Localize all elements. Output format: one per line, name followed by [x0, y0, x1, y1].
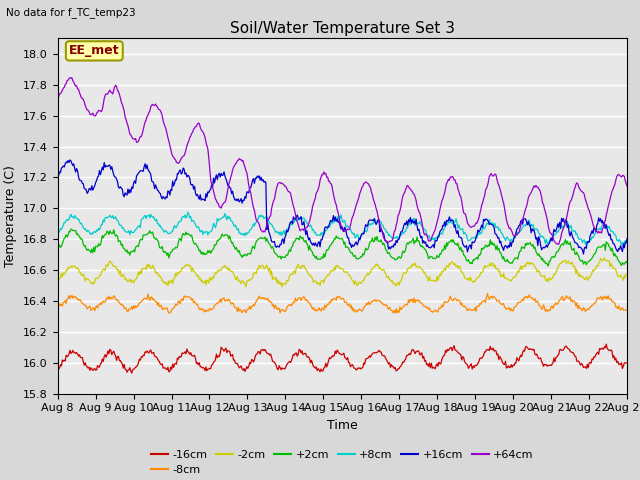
-16cm — [602, 341, 610, 347]
+2cm — [623, 260, 631, 266]
-8cm — [484, 294, 492, 300]
-2cm — [154, 273, 162, 278]
+2cm — [390, 255, 398, 261]
+16cm — [312, 242, 320, 248]
+8cm — [618, 242, 625, 248]
Y-axis label: Temperature (C): Temperature (C) — [4, 165, 17, 267]
+64cm — [156, 107, 163, 112]
+64cm — [54, 97, 61, 103]
+16cm — [54, 179, 61, 185]
-16cm — [201, 368, 209, 373]
-2cm — [484, 263, 492, 269]
-2cm — [200, 280, 208, 286]
-8cm — [389, 310, 397, 316]
+64cm — [435, 212, 443, 217]
-2cm — [312, 279, 320, 285]
X-axis label: Time: Time — [327, 419, 358, 432]
Legend: -16cm, -8cm, -2cm, +2cm, +8cm, +16cm, +64cm: -16cm, -8cm, -2cm, +2cm, +8cm, +16cm, +6… — [147, 445, 538, 480]
Line: -2cm: -2cm — [58, 258, 627, 287]
+8cm — [435, 234, 443, 240]
-2cm — [390, 280, 398, 286]
-16cm — [390, 366, 398, 372]
+8cm — [201, 229, 209, 235]
+2cm — [435, 254, 443, 260]
Line: +2cm: +2cm — [58, 229, 627, 266]
+8cm — [484, 220, 492, 226]
+8cm — [312, 232, 320, 238]
-8cm — [200, 309, 208, 314]
+16cm — [390, 241, 398, 247]
-2cm — [435, 275, 443, 280]
+64cm — [555, 241, 563, 247]
-8cm — [312, 306, 319, 312]
+64cm — [390, 229, 398, 235]
Line: +16cm: +16cm — [58, 160, 627, 254]
+64cm — [623, 184, 631, 190]
+2cm — [156, 244, 163, 250]
-16cm — [312, 364, 320, 370]
Title: Soil/Water Temperature Set 3: Soil/Water Temperature Set 3 — [230, 21, 455, 36]
-16cm — [435, 360, 443, 365]
Line: -16cm: -16cm — [58, 344, 627, 373]
+16cm — [484, 217, 492, 223]
-16cm — [156, 359, 163, 364]
+64cm — [484, 183, 492, 189]
-16cm — [54, 365, 61, 371]
Text: No data for f_TC_temp23: No data for f_TC_temp23 — [6, 7, 136, 18]
+64cm — [66, 75, 74, 81]
+8cm — [390, 235, 398, 241]
-8cm — [623, 308, 631, 313]
+8cm — [54, 228, 61, 234]
-16cm — [623, 360, 631, 366]
-2cm — [600, 255, 608, 261]
+2cm — [312, 253, 320, 259]
+2cm — [201, 252, 209, 258]
-2cm — [54, 280, 61, 286]
+16cm — [623, 236, 631, 241]
+8cm — [623, 240, 631, 245]
-2cm — [623, 271, 631, 277]
+64cm — [201, 134, 209, 140]
+16cm — [156, 190, 163, 196]
Line: +64cm: +64cm — [58, 78, 627, 244]
+16cm — [580, 251, 588, 257]
+2cm — [54, 247, 61, 252]
+2cm — [545, 263, 552, 269]
+8cm — [184, 209, 192, 215]
-16cm — [484, 347, 492, 353]
+16cm — [201, 198, 209, 204]
+2cm — [484, 244, 492, 250]
+8cm — [154, 221, 162, 227]
-8cm — [54, 305, 61, 311]
-16cm — [128, 370, 136, 376]
-8cm — [154, 300, 162, 305]
+16cm — [66, 157, 74, 163]
-8cm — [391, 310, 399, 316]
-8cm — [435, 305, 443, 311]
+16cm — [435, 233, 443, 239]
Text: EE_met: EE_met — [69, 44, 120, 58]
-2cm — [242, 284, 250, 290]
Line: -8cm: -8cm — [58, 293, 627, 313]
Line: +8cm: +8cm — [58, 212, 627, 245]
+64cm — [312, 190, 320, 196]
-8cm — [484, 290, 492, 296]
+2cm — [67, 226, 75, 232]
